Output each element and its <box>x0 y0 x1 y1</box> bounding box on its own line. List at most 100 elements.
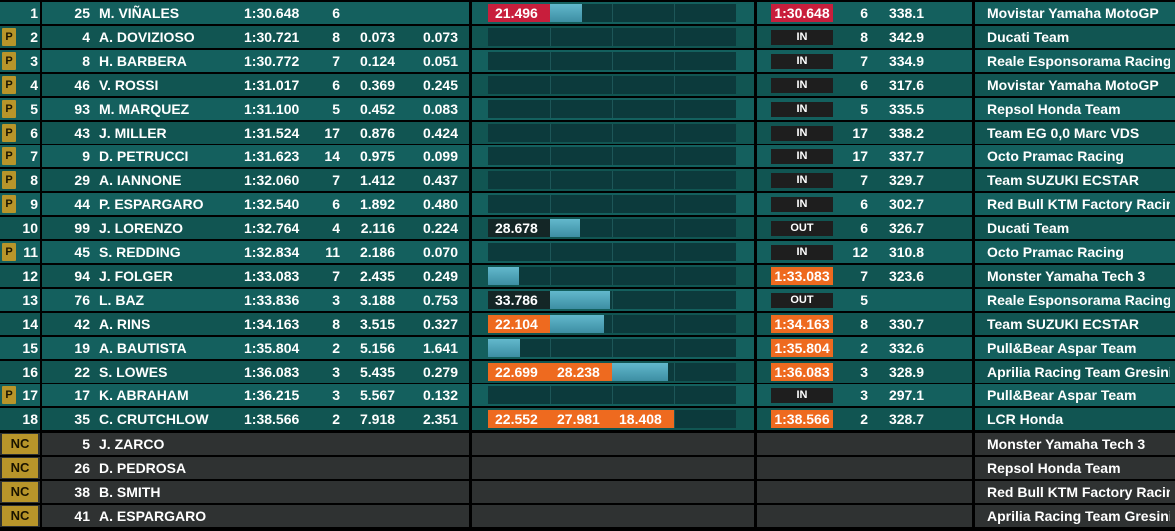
sector-bar <box>488 28 736 46</box>
cell-background <box>42 481 469 503</box>
team-name: Team SUZUKI ECSTAR <box>987 316 1139 332</box>
cell-background <box>975 433 1175 455</box>
rider-number: 25 <box>74 5 90 21</box>
rider-name[interactable]: L. BAZ <box>99 292 145 308</box>
rider-name[interactable]: P. ESPARGARO <box>99 196 204 212</box>
table-row[interactable]: 12 94 J. FOLGER 1:33.083 7 2.435 0.249 1:33.083… <box>0 265 1175 287</box>
table-row[interactable]: P 3 8 H. BARBERA 1:30.772 7 0.124 0.051 IN 7 334.9… <box>0 50 1175 72</box>
rider-number: 44 <box>74 196 90 212</box>
rider-name[interactable]: A. DOVIZIOSO <box>99 29 195 45</box>
table-row[interactable]: 13 76 L. BAZ 1:33.836 3 3.188 0.753 33.786 OUT 5 R… <box>0 289 1175 311</box>
pit-status-badge: IN <box>771 197 833 212</box>
pit-status-badge: OUT <box>771 221 833 236</box>
position-cell: 12 <box>22 268 38 284</box>
rider-name[interactable]: J. ZARCO <box>99 436 165 452</box>
sector-divider <box>550 339 551 357</box>
table-row[interactable]: P 2 4 A. DOVIZIOSO 1:30.721 8 0.073 0.073 IN 8 342… <box>0 26 1175 48</box>
best-lap-time: 1:33.083 <box>244 268 300 284</box>
rider-name[interactable]: H. BARBERA <box>99 53 187 69</box>
pit-badge: P <box>2 100 16 118</box>
rider-number: 26 <box>74 460 90 476</box>
gap-to-leader: 5.567 <box>359 387 395 403</box>
cell-background <box>42 193 469 215</box>
cell-background <box>757 505 972 527</box>
sector-divider <box>612 4 613 22</box>
current-lap: 12 <box>852 244 868 260</box>
top-speed: 302.7 <box>888 196 924 212</box>
top-speed: 328.7 <box>888 411 924 427</box>
current-lap: 6 <box>860 5 868 21</box>
table-row[interactable]: 18 35 C. CRUTCHLOW 1:38.566 2 7.918 2.351 22.55… <box>0 408 1175 430</box>
table-row[interactable]: NC 38 B. SMITH Red Bull KTM Factory Racin <box>0 481 1175 503</box>
position-cell: 14 <box>22 316 38 332</box>
sector-divider <box>674 243 675 261</box>
table-row[interactable]: P 11 45 S. REDDING 1:32.834 11 2.186 0.070 IN 12 3… <box>0 241 1175 263</box>
table-row[interactable]: P 8 29 A. IANNONE 1:32.060 7 1.412 0.437 IN 7 329.… <box>0 169 1175 191</box>
position-cell: 5 <box>30 101 38 117</box>
rider-name[interactable]: A. IANNONE <box>99 172 182 188</box>
rider-name[interactable]: C. CRUTCHLOW <box>99 411 209 427</box>
rider-name[interactable]: D. PEDROSA <box>99 460 187 476</box>
rider-name[interactable]: S. LOWES <box>99 364 168 380</box>
rider-name[interactable]: J. LORENZO <box>99 220 184 236</box>
not-classified-badge: NC <box>2 482 38 502</box>
gap-to-previous: 0.132 <box>422 387 458 403</box>
sector-divider <box>550 124 551 142</box>
pit-status-badge: IN <box>771 388 833 403</box>
table-row[interactable]: P 6 43 J. MILLER 1:31.524 17 0.876 0.424 IN 17 338… <box>0 122 1175 144</box>
rider-name[interactable]: K. ABRAHAM <box>99 387 189 403</box>
table-row[interactable]: P 9 44 P. ESPARGARO 1:32.540 6 1.892 0.480 IN 6 30… <box>0 193 1175 215</box>
table-row[interactable]: 14 42 A. RINS 1:34.163 8 3.515 0.327 22.104 1:34… <box>0 313 1175 335</box>
rider-name[interactable]: J. FOLGER <box>99 268 173 284</box>
best-lap-time: 1:34.163 <box>244 316 300 332</box>
gap-to-leader: 0.369 <box>359 77 395 93</box>
rider-name[interactable]: V. ROSSI <box>99 77 159 93</box>
table-row[interactable]: NC 41 A. ESPARGARO Aprilia Racing Team Gres… <box>0 505 1175 527</box>
cell-background <box>975 169 1175 191</box>
rider-name[interactable]: B. SMITH <box>99 484 161 500</box>
sector-divider <box>674 339 675 357</box>
table-row[interactable]: P 7 9 D. PETRUCCI 1:31.623 14 0.975 0.099 IN 17 33… <box>0 145 1175 167</box>
rider-name[interactable]: D. PETRUCCI <box>99 148 189 164</box>
rider-name[interactable]: M. VIÑALES <box>99 5 180 21</box>
gap-to-leader: 0.073 <box>359 29 395 45</box>
sector-divider <box>612 147 613 165</box>
current-lap: 5 <box>860 101 868 117</box>
pit-status-badge: IN <box>771 149 833 164</box>
rider-name[interactable]: A. BAUTISTA <box>99 340 187 356</box>
gap-to-previous: 0.083 <box>422 101 458 117</box>
rider-number: 42 <box>74 316 90 332</box>
rider-name[interactable]: S. REDDING <box>99 244 181 260</box>
pit-status-badge: IN <box>771 173 833 188</box>
table-row[interactable]: NC 5 J. ZARCO Monster Yamaha Tech 3 <box>0 433 1175 455</box>
cell-background <box>975 361 1175 383</box>
table-row[interactable]: NC 26 D. PEDROSA Repsol Honda Team <box>0 457 1175 479</box>
table-row[interactable]: 15 19 A. BAUTISTA 1:35.804 2 5.156 1.641 1:35.8… <box>0 337 1175 359</box>
rider-name[interactable]: A. RINS <box>99 316 151 332</box>
last-lap-time: 1:35.804 <box>771 339 833 357</box>
table-row[interactable]: P 5 93 M. MARQUEZ 1:31.100 5 0.452 0.083 IN 5 335.… <box>0 98 1175 120</box>
position-cell: 2 <box>30 29 38 45</box>
lap-count: 6 <box>332 77 340 93</box>
rider-name[interactable]: J. MILLER <box>99 125 167 141</box>
cell-background <box>975 193 1175 215</box>
rider-number: 17 <box>74 387 90 403</box>
team-name: Pull&Bear Aspar Team <box>987 387 1137 403</box>
sector-divider <box>612 386 613 404</box>
cell-background <box>975 50 1175 72</box>
table-row[interactable]: 1 25 M. VIÑALES 1:30.648 6 21.496 1:30.648 6 338… <box>0 2 1175 24</box>
current-lap: 8 <box>860 29 868 45</box>
rider-name[interactable]: A. ESPARGARO <box>99 508 207 524</box>
table-row[interactable]: 16 22 S. LOWES 1:36.083 3 5.435 0.279 22.699 28.… <box>0 361 1175 383</box>
rider-name[interactable]: M. MARQUEZ <box>99 101 190 117</box>
rider-number: 94 <box>74 268 90 284</box>
top-speed: 326.7 <box>888 220 924 236</box>
sector-bar <box>488 171 736 189</box>
sector-bar <box>488 339 736 357</box>
table-row[interactable]: P 17 17 K. ABRAHAM 1:36.215 3 5.567 0.132 IN 3 297… <box>0 384 1175 406</box>
position-cell: 9 <box>30 196 38 212</box>
table-row[interactable]: P 4 46 V. ROSSI 1:31.017 6 0.369 0.245 IN 6 317.6 M… <box>0 74 1175 96</box>
sector-bar <box>488 147 736 165</box>
table-row[interactable]: 10 99 J. LORENZO 1:32.764 4 2.116 0.224 28.678 O… <box>0 217 1175 239</box>
